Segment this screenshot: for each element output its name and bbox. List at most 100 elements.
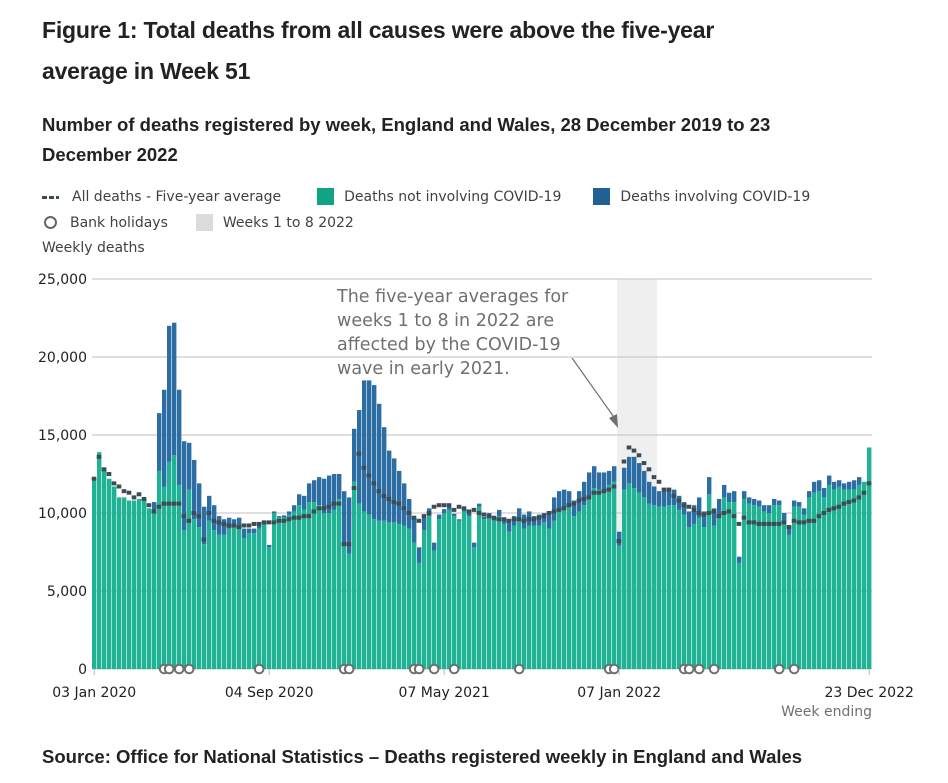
average-dash (716, 514, 722, 519)
average-dash (576, 498, 582, 503)
bar-covid (252, 528, 257, 534)
bar-not-covid (702, 527, 707, 669)
bank-holiday-marker (683, 663, 695, 675)
average-dash (351, 486, 357, 491)
bar-covid (572, 500, 577, 517)
bar-not-covid (127, 500, 132, 669)
bar-not-covid (522, 528, 527, 669)
legend-item-covid[interactable]: Deaths involving COVID-19 (593, 188, 810, 205)
bar-not-covid (427, 516, 432, 669)
average-dash (566, 503, 572, 508)
bar-not-covid (437, 519, 442, 669)
average-dash (631, 448, 637, 453)
average-dash (146, 503, 152, 508)
average-dash (186, 518, 192, 523)
bar-not-covid (547, 528, 552, 669)
bar-not-covid (632, 488, 637, 669)
average-dash (306, 514, 312, 519)
bar-covid (607, 470, 612, 485)
bar-covid (677, 495, 682, 510)
bar-not-covid (567, 506, 572, 669)
bar-covid (467, 513, 472, 517)
legend-item-weeks-band[interactable]: Weeks 1 to 8 2022 (195, 214, 354, 231)
bar-covid (432, 542, 437, 551)
legend-item-five-year-average[interactable]: All deaths - Five-year average (42, 189, 281, 205)
bar-not-covid (627, 483, 632, 669)
bar-covid (692, 505, 697, 524)
average-dash (531, 517, 537, 522)
bar-covid (347, 497, 352, 554)
bar-covid (202, 506, 207, 545)
bar-not-covid (642, 497, 647, 669)
bank-holiday-marker (173, 663, 185, 675)
source-note: Source: Office for National Statistics –… (42, 746, 803, 767)
legend-item-not-covid[interactable]: Deaths not involving COVID-19 (317, 188, 561, 205)
average-dash (806, 518, 812, 523)
bar-not-covid (367, 514, 372, 669)
bar-covid (587, 472, 592, 498)
average-dash (551, 509, 557, 514)
bar-covid (817, 480, 822, 492)
bar-not-covid (487, 516, 492, 669)
bar-not-covid (637, 492, 642, 669)
bar-not-covid (477, 506, 482, 669)
bar-not-covid (552, 520, 557, 669)
bar-covid (457, 519, 462, 521)
bar-covid (152, 502, 157, 512)
average-dash (491, 515, 497, 520)
average-dash (696, 511, 702, 515)
bank-holiday-marker (163, 663, 175, 675)
average-dash (376, 489, 382, 494)
bar-covid (767, 505, 772, 513)
bar-covid (422, 517, 427, 531)
bar-covid (372, 385, 377, 520)
bar-not-covid (177, 484, 182, 669)
average-dash (811, 518, 817, 523)
bar-not-covid (262, 523, 267, 669)
bank-holiday-marker (693, 663, 705, 675)
bar-covid (302, 495, 307, 510)
average-dash (361, 465, 367, 470)
bar-covid (272, 511, 277, 513)
legend-label: Deaths involving COVID-19 (620, 188, 811, 205)
average-dash (296, 515, 302, 520)
bar-covid (362, 380, 367, 512)
bar-covid (827, 475, 832, 485)
average-dash (621, 459, 627, 464)
average-dash (391, 500, 397, 505)
bar-covid (292, 505, 297, 512)
bar-covid (562, 489, 567, 510)
bar-not-covid (217, 534, 222, 669)
average-dash (831, 506, 837, 511)
average-dash (731, 514, 737, 519)
bar-not-covid (722, 497, 727, 669)
legend-item-bank-holidays[interactable]: Bank holidays (42, 215, 168, 231)
x-axis-title: Week ending (781, 704, 872, 720)
bar-not-covid (167, 461, 172, 669)
average-dash (571, 501, 577, 506)
average-dash (166, 501, 172, 506)
average-dash (161, 501, 167, 506)
bar-not-covid (717, 516, 722, 669)
bar-not-covid (762, 511, 767, 669)
average-dash (431, 504, 437, 509)
bar-not-covid (857, 484, 862, 669)
average-dash (416, 518, 422, 523)
average-dash (271, 520, 277, 525)
bar-not-covid (672, 505, 677, 669)
bar-not-covid (137, 498, 142, 669)
bar-covid (727, 492, 732, 503)
average-dash (836, 504, 842, 509)
bar-covid (737, 556, 742, 563)
bar-covid (207, 495, 212, 521)
bar-not-covid (807, 497, 812, 669)
average-dash (141, 496, 147, 501)
bar-not-covid (542, 522, 547, 669)
average-dash (156, 504, 162, 509)
bar-covid (317, 477, 322, 506)
bar-covid (557, 491, 562, 510)
average-dash (516, 517, 522, 522)
bar-covid (807, 491, 812, 498)
average-dash (231, 523, 237, 528)
average-dash (176, 501, 182, 506)
